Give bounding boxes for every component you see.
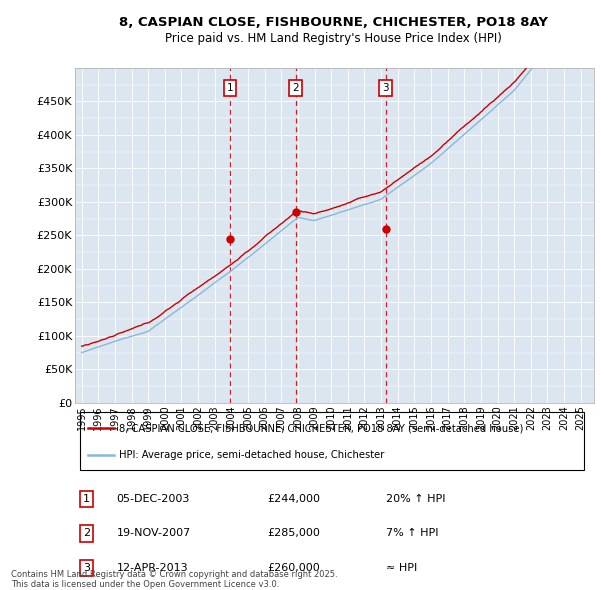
Text: 12-APR-2013: 12-APR-2013 [116,563,188,573]
Text: 2: 2 [293,83,299,93]
Text: 3: 3 [83,563,90,573]
Text: 1: 1 [83,494,90,504]
Text: Price paid vs. HM Land Registry's House Price Index (HPI): Price paid vs. HM Land Registry's House … [164,32,502,45]
Text: £260,000: £260,000 [267,563,320,573]
Text: 7% ↑ HPI: 7% ↑ HPI [386,529,439,539]
Text: ≈ HPI: ≈ HPI [386,563,418,573]
Text: 19-NOV-2007: 19-NOV-2007 [116,529,191,539]
Text: 8, CASPIAN CLOSE, FISHBOURNE, CHICHESTER, PO18 8AY (semi-detached house): 8, CASPIAN CLOSE, FISHBOURNE, CHICHESTER… [119,423,523,433]
Text: HPI: Average price, semi-detached house, Chichester: HPI: Average price, semi-detached house,… [119,450,385,460]
Text: £285,000: £285,000 [267,529,320,539]
Text: 3: 3 [382,83,389,93]
Text: 20% ↑ HPI: 20% ↑ HPI [386,494,446,504]
Text: 05-DEC-2003: 05-DEC-2003 [116,494,190,504]
Text: 1: 1 [227,83,233,93]
Text: 2: 2 [83,529,90,539]
Text: 8, CASPIAN CLOSE, FISHBOURNE, CHICHESTER, PO18 8AY: 8, CASPIAN CLOSE, FISHBOURNE, CHICHESTER… [119,16,548,29]
Text: £244,000: £244,000 [267,494,320,504]
Text: Contains HM Land Registry data © Crown copyright and database right 2025.
This d: Contains HM Land Registry data © Crown c… [11,570,337,589]
